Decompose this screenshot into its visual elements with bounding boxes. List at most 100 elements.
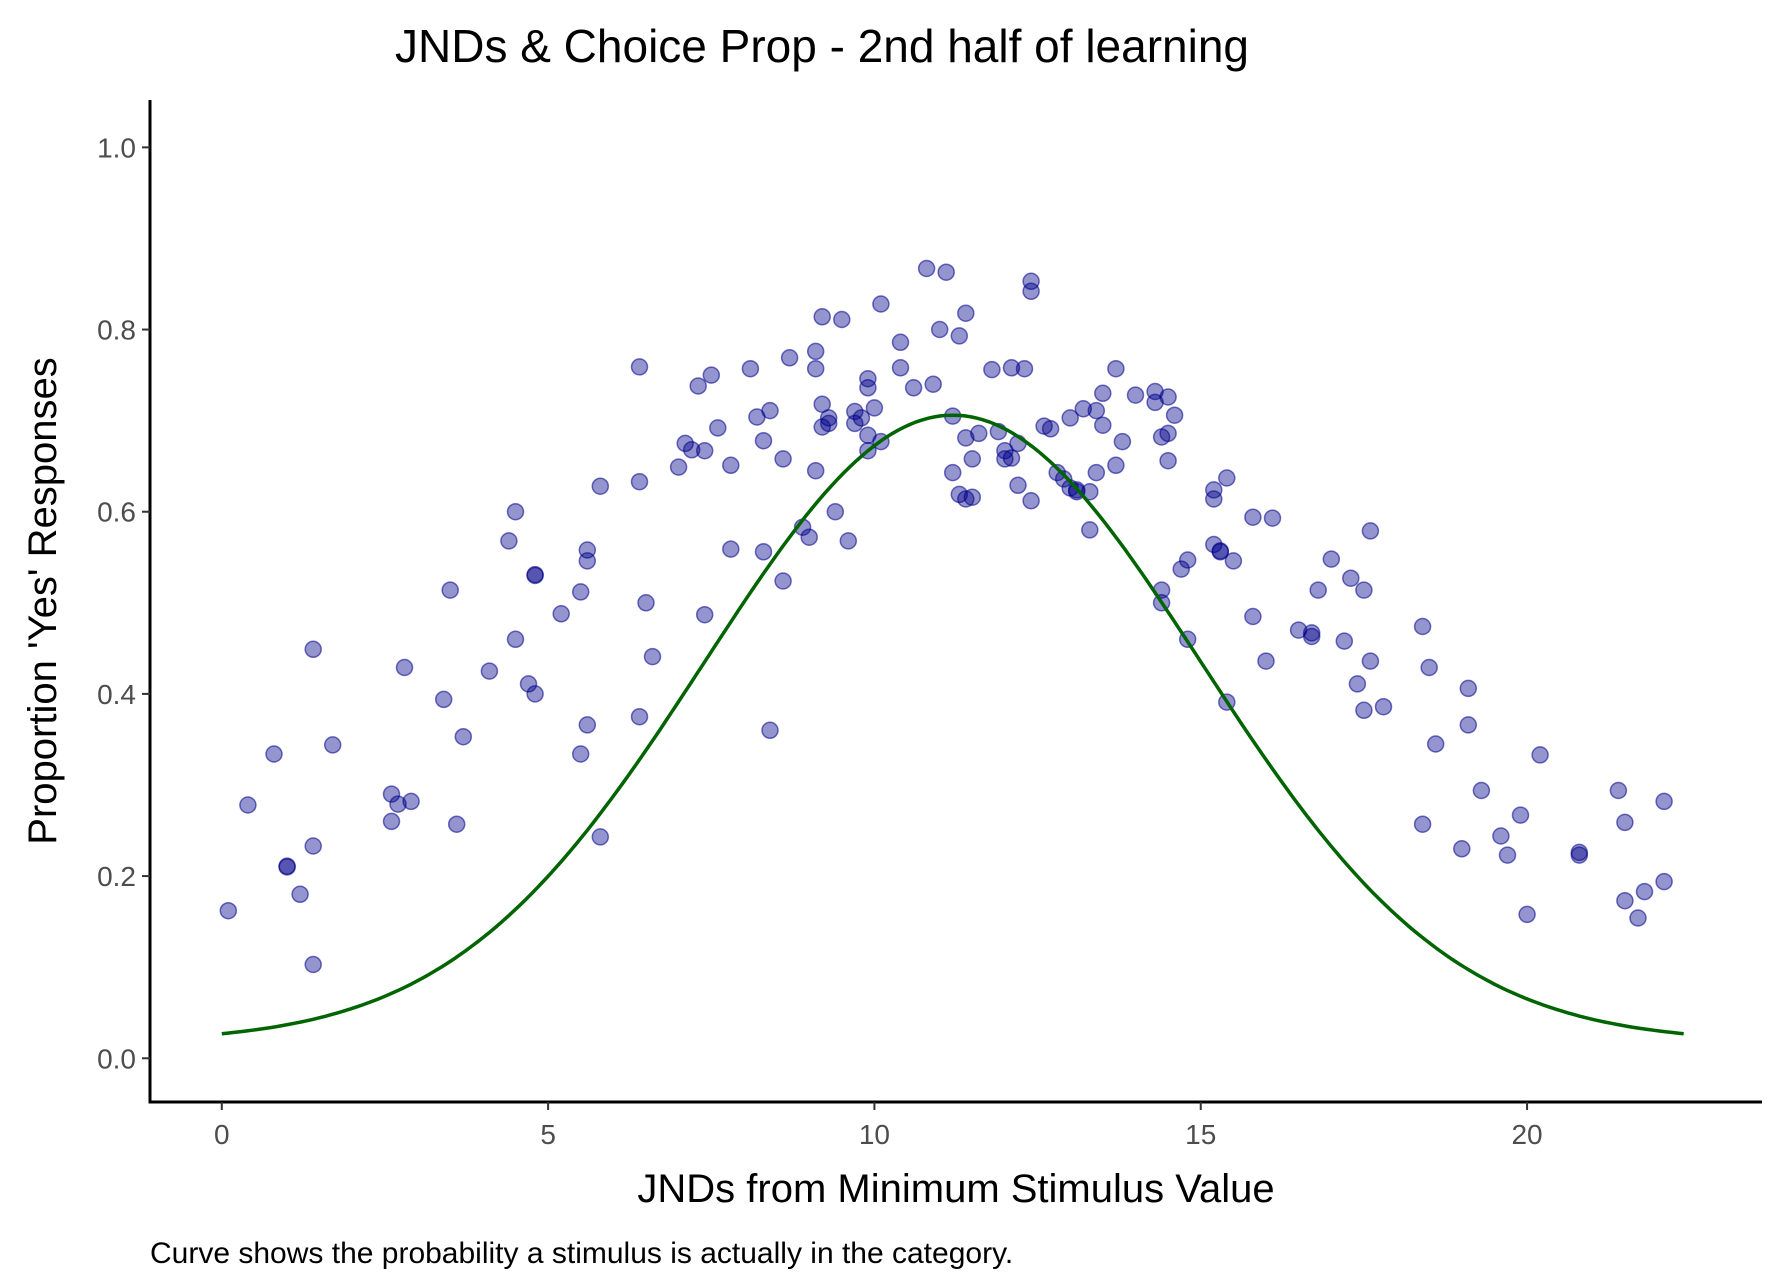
data-point bbox=[1472, 781, 1491, 800]
data-point bbox=[859, 369, 877, 388]
data-point bbox=[1205, 481, 1223, 499]
data-point bbox=[826, 502, 845, 521]
data-point bbox=[1302, 624, 1321, 642]
data-point bbox=[1453, 840, 1471, 858]
data-point bbox=[1511, 806, 1530, 824]
data-point bbox=[1054, 470, 1073, 488]
data-point bbox=[806, 342, 825, 361]
data-point bbox=[917, 259, 936, 278]
data-point bbox=[872, 295, 890, 313]
data-point bbox=[454, 727, 473, 746]
data-point bbox=[957, 304, 975, 322]
data-point bbox=[637, 594, 655, 612]
data-point bbox=[1629, 909, 1647, 927]
data-point bbox=[1159, 451, 1177, 470]
data-point bbox=[506, 630, 525, 649]
data-point bbox=[1655, 792, 1673, 811]
data-point bbox=[1257, 652, 1275, 670]
data-point bbox=[630, 472, 649, 491]
data-point bbox=[1263, 509, 1282, 527]
data-point bbox=[630, 707, 649, 726]
data-point bbox=[1022, 272, 1040, 291]
data-point bbox=[1244, 607, 1262, 626]
data-point bbox=[754, 431, 773, 450]
data-point bbox=[1159, 388, 1177, 406]
data-point bbox=[1074, 400, 1093, 418]
data-point bbox=[1172, 560, 1190, 578]
data-point bbox=[891, 333, 910, 352]
data-point bbox=[1211, 542, 1230, 560]
data-point bbox=[676, 434, 694, 453]
data-point bbox=[1361, 652, 1380, 670]
data-point bbox=[800, 528, 818, 546]
y-tick-label: 0.0 bbox=[97, 1043, 136, 1074]
data-point bbox=[304, 955, 322, 974]
data-point bbox=[1087, 401, 1106, 420]
data-point bbox=[519, 675, 538, 693]
data-point bbox=[278, 858, 296, 876]
data-point bbox=[806, 359, 825, 378]
data-point bbox=[1041, 420, 1060, 438]
data-point bbox=[1009, 476, 1027, 495]
data-point bbox=[774, 572, 792, 590]
data-point bbox=[1022, 282, 1040, 301]
data-point bbox=[291, 885, 309, 904]
data-point bbox=[819, 414, 838, 433]
data-point bbox=[1015, 359, 1034, 378]
data-point bbox=[924, 375, 942, 393]
data-point bbox=[1426, 735, 1445, 753]
data-point bbox=[1322, 550, 1341, 568]
data-point bbox=[813, 308, 831, 326]
data-point bbox=[1413, 815, 1432, 833]
data-point bbox=[865, 399, 884, 417]
data-point bbox=[1348, 675, 1367, 693]
data-point bbox=[1616, 891, 1634, 910]
data-point bbox=[1002, 449, 1021, 467]
data-point bbox=[1218, 469, 1236, 487]
data-point bbox=[689, 377, 707, 395]
data-point bbox=[669, 458, 688, 476]
data-point bbox=[819, 409, 838, 427]
data-point bbox=[1355, 701, 1373, 720]
data-point bbox=[1335, 632, 1354, 650]
data-point bbox=[806, 461, 825, 480]
data-point bbox=[591, 477, 610, 495]
data-point bbox=[578, 541, 597, 559]
data-point bbox=[1048, 463, 1066, 482]
y-tick-label: 0.4 bbox=[97, 679, 136, 710]
data-point bbox=[434, 690, 453, 709]
data-point bbox=[265, 745, 283, 763]
x-tick-label: 0 bbox=[214, 1119, 230, 1150]
data-point bbox=[1355, 581, 1373, 599]
data-point bbox=[1107, 359, 1125, 378]
data-point bbox=[722, 456, 740, 475]
data-point bbox=[1420, 658, 1438, 677]
data-point bbox=[526, 565, 544, 584]
data-point bbox=[963, 450, 982, 468]
data-point bbox=[1570, 846, 1589, 864]
x-tick-label: 5 bbox=[540, 1119, 556, 1150]
data-point bbox=[1459, 679, 1478, 698]
data-point bbox=[1205, 490, 1223, 508]
data-point bbox=[709, 419, 727, 437]
data-point bbox=[1374, 697, 1393, 716]
data-point bbox=[1178, 551, 1197, 569]
data-point bbox=[1224, 552, 1243, 570]
data-point bbox=[754, 543, 773, 561]
category-probability-curve bbox=[221, 413, 1684, 1036]
y-tick-label: 0.2 bbox=[97, 861, 136, 892]
data-point bbox=[1002, 359, 1021, 377]
x-tick-label: 15 bbox=[1185, 1119, 1216, 1150]
data-point bbox=[1107, 456, 1125, 475]
data-point bbox=[323, 736, 342, 754]
data-point bbox=[571, 583, 590, 601]
data-point bbox=[859, 379, 877, 397]
ticks: 0.0 0.2 0.4 0.6 0.8 1.0 0 5 10 15 20 bbox=[97, 132, 1543, 1150]
x-tick-label: 20 bbox=[1511, 1119, 1542, 1150]
data-point bbox=[702, 366, 721, 384]
data-point bbox=[970, 424, 988, 443]
data-point bbox=[741, 359, 760, 378]
data-point bbox=[682, 441, 701, 459]
data-point bbox=[1165, 406, 1184, 424]
data-point bbox=[571, 745, 590, 763]
